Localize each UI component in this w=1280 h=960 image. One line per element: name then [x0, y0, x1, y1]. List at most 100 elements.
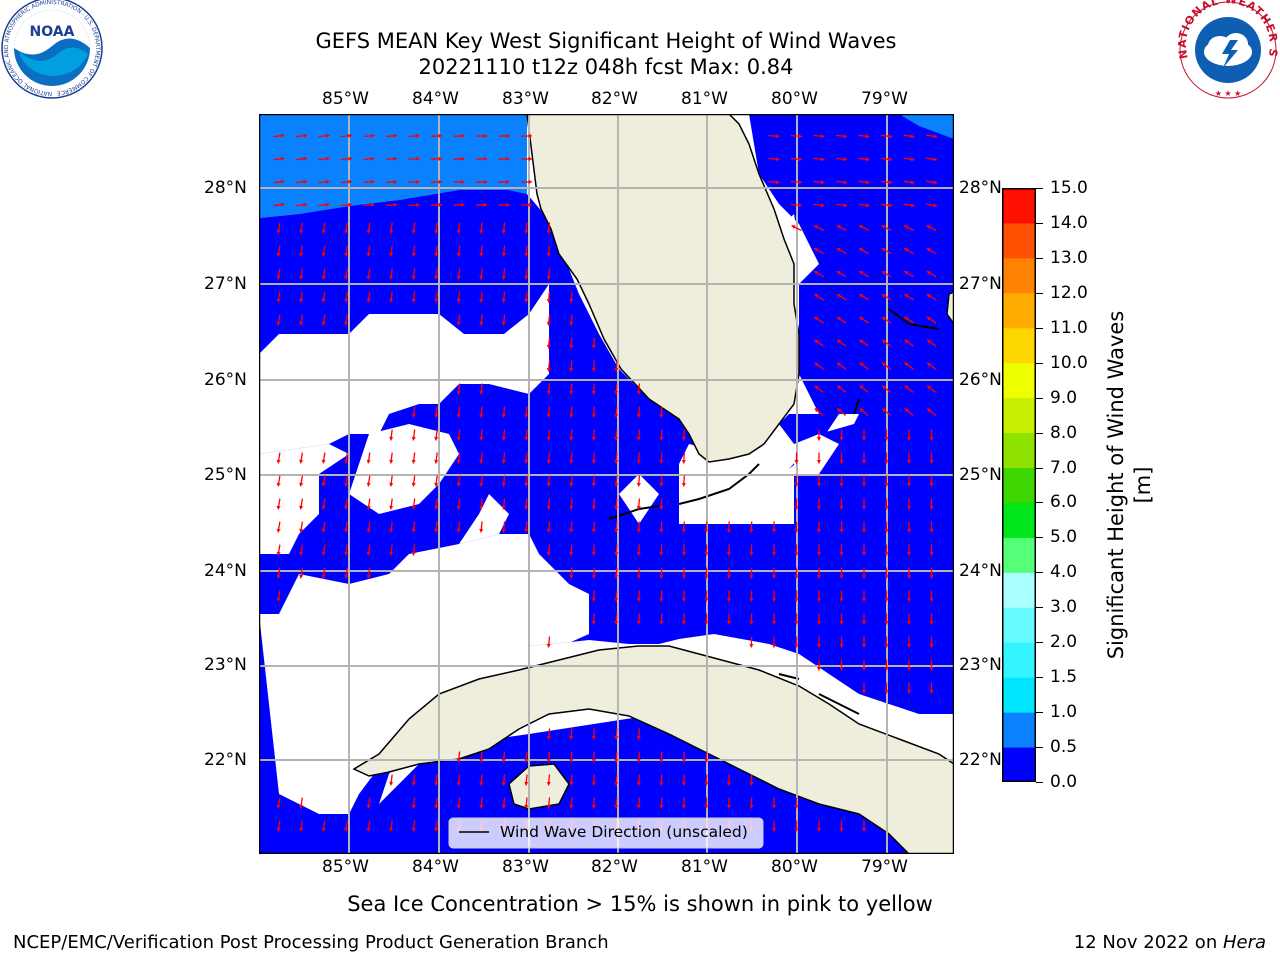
colorbar-swatch	[1002, 537, 1036, 573]
wind-wave-arrowhead	[501, 758, 506, 763]
wave-band-light-north	[259, 114, 527, 218]
wind-wave-arrowhead	[546, 551, 551, 556]
wind-wave-arrowhead	[614, 483, 619, 487]
wind-wave-arrowhead	[501, 298, 506, 303]
lon-label-bottom: 81°W	[681, 857, 728, 877]
wind-wave-arrowhead	[276, 597, 281, 602]
wind-wave-arrowhead	[933, 157, 937, 162]
wind-wave-arrowhead	[501, 229, 506, 234]
wind-wave-arrowhead	[814, 248, 819, 252]
wind-wave-arrowhead	[546, 781, 551, 786]
lat-label-left: 27°N	[204, 274, 247, 294]
wind-wave-arrowhead	[636, 598, 641, 602]
wind-wave-arrowhead	[865, 180, 870, 185]
wind-wave-arrowhead	[933, 134, 937, 139]
colorbar-swatch	[1002, 432, 1036, 469]
wind-wave-arrowhead	[411, 827, 416, 832]
wind-wave-arrowhead	[546, 367, 551, 372]
wind-wave-arrowhead	[904, 294, 909, 298]
lon-label-bottom: 85°W	[322, 857, 369, 877]
wind-wave-arrowhead	[461, 202, 465, 207]
wind-wave-arrowhead	[569, 321, 574, 326]
wind-wave-arrowhead	[814, 362, 819, 367]
wind-wave-arrowhead	[591, 483, 596, 487]
wind-wave-arrowhead	[927, 339, 931, 344]
wind-wave-arrowhead	[411, 528, 416, 533]
wind-wave-arrowhead	[614, 391, 619, 395]
wind-wave-arrowhead	[636, 552, 641, 556]
wind-wave-arrowhead	[321, 459, 326, 464]
wind-wave-arrowhead	[411, 505, 416, 510]
wind-wave-arrowhead	[344, 482, 349, 487]
wind-wave-arrowhead	[906, 575, 912, 579]
colorbar-tick: 13.0	[1036, 248, 1088, 268]
lon-label-top: 79°W	[861, 89, 908, 109]
wind-wave-arrowhead	[904, 362, 909, 367]
wind-wave-arrowhead	[591, 575, 596, 579]
wind-wave-arrowhead	[506, 202, 510, 208]
wind-wave-arrowhead	[910, 180, 915, 185]
isla-juventud-land	[508, 763, 570, 810]
colorbar-swatch	[1002, 607, 1036, 643]
wind-wave-arrowhead	[636, 460, 641, 464]
wind-wave-arrowhead	[591, 805, 596, 809]
wind-wave-arrowhead	[591, 759, 596, 763]
wind-wave-arrowhead	[791, 225, 796, 229]
wind-wave-arrowhead	[370, 156, 375, 161]
wind-wave-arrowhead	[348, 179, 352, 184]
lon-label-bottom: 79°W	[861, 857, 908, 877]
wind-wave-arrowhead	[888, 180, 892, 185]
wind-wave-arrowhead	[299, 229, 304, 234]
wind-wave-arrowhead	[501, 436, 506, 441]
wind-wave-arrowhead	[569, 367, 574, 372]
wind-wave-arrowhead	[524, 781, 529, 786]
wind-wave-arrowhead	[524, 275, 529, 280]
colorbar-swatch	[1002, 257, 1036, 294]
wind-wave-arrowhead	[528, 133, 532, 139]
wind-wave-arrowhead	[434, 275, 439, 280]
colorbar-swatch	[1002, 188, 1036, 224]
wind-wave-arrowhead	[614, 460, 619, 464]
legend-label: Wind Wave Direction (unscaled)	[500, 823, 748, 841]
wind-wave-arrowhead	[771, 529, 777, 533]
wind-wave-arrowhead	[591, 391, 596, 395]
land-masses	[352, 114, 954, 854]
wind-wave-arrowhead	[884, 483, 889, 487]
wind-wave-arrowhead	[881, 294, 886, 298]
wind-wave-arrowhead	[479, 482, 484, 487]
wind-wave-arrowhead	[794, 575, 799, 579]
colorbar-swatch	[1002, 467, 1036, 503]
wind-wave-arrowhead	[479, 390, 484, 395]
wind-wave-arrowhead	[933, 203, 937, 208]
wind-wave-arrowhead	[906, 437, 912, 441]
wind-wave-arrowhead	[614, 736, 619, 740]
lat-label-right: 27°N	[959, 274, 1002, 294]
lon-label-top: 80°W	[771, 89, 818, 109]
wind-wave-arrowhead	[546, 735, 551, 740]
wind-wave-arrowhead	[681, 805, 686, 809]
wind-wave-arrowhead	[546, 459, 551, 464]
wind-wave-arrowhead	[299, 505, 304, 510]
wind-wave-arrowhead	[837, 385, 842, 390]
wind-wave-arrowhead	[546, 505, 551, 510]
wind-wave-arrowhead	[859, 316, 864, 321]
lat-label-right: 28°N	[959, 178, 1002, 198]
wind-wave-arrowhead	[859, 385, 864, 390]
wind-wave-arrowhead	[524, 459, 529, 464]
wind-wave-arrowhead	[816, 667, 822, 671]
wind-wave-arrowhead	[389, 482, 394, 487]
wind-wave-arrowhead	[636, 414, 641, 418]
wind-wave-arrowhead	[929, 621, 934, 625]
wind-wave-arrowhead	[614, 368, 619, 372]
wind-wave-arrowhead	[839, 644, 844, 648]
wind-wave-arrowhead	[411, 781, 416, 786]
wind-wave-arrowhead	[814, 271, 819, 275]
wind-wave-arrowhead	[546, 298, 551, 303]
wind-wave-arrowhead	[299, 574, 304, 579]
wind-wave-arrowhead	[370, 202, 375, 207]
wind-wave-arrowhead	[884, 667, 889, 671]
wind-wave-arrowhead	[771, 575, 777, 579]
wind-wave-arrowhead	[303, 179, 307, 184]
wind-wave-arrowhead	[344, 551, 349, 556]
wind-wave-arrowhead	[366, 275, 371, 280]
